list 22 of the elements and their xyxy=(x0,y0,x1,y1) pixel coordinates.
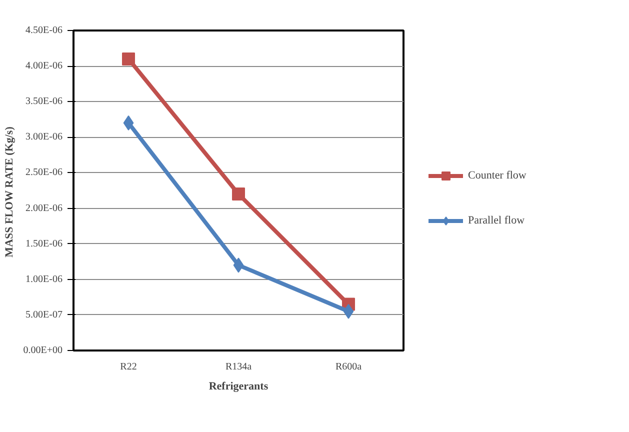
point xyxy=(232,188,245,201)
x-tick-label: R22 xyxy=(120,362,137,372)
y-tick-label: 3.00E-06 xyxy=(26,132,63,143)
y-tick-label: 0.00E+00 xyxy=(23,345,62,356)
y-tick-label: 1.50E-06 xyxy=(26,238,63,250)
x-tick-label: R134a xyxy=(225,362,252,372)
point xyxy=(233,258,244,273)
y-tick-label: 2.00E-06 xyxy=(26,202,63,214)
y-tick-label: 2.50E-06 xyxy=(26,167,63,178)
y-tick-label: 1.00E-06 xyxy=(26,274,63,285)
x-axis-title: Refrigerants xyxy=(208,380,269,392)
y-tick-label: 5.00E-07 xyxy=(26,309,63,320)
legend-label: Parallel flow xyxy=(468,214,525,226)
point xyxy=(122,52,135,66)
y-tick-label: 4.00E-06 xyxy=(26,60,63,72)
point xyxy=(343,304,354,319)
y-tick-label: 3.50E-06 xyxy=(26,96,63,108)
x-tick-label: R600a xyxy=(335,362,362,372)
legend-label: Counter flow xyxy=(468,169,526,181)
point xyxy=(123,115,134,130)
y-tick-label: 4.50E-06 xyxy=(26,25,63,36)
y-axis-title: MASS FLOW RATE (Kg/s) xyxy=(3,126,16,258)
